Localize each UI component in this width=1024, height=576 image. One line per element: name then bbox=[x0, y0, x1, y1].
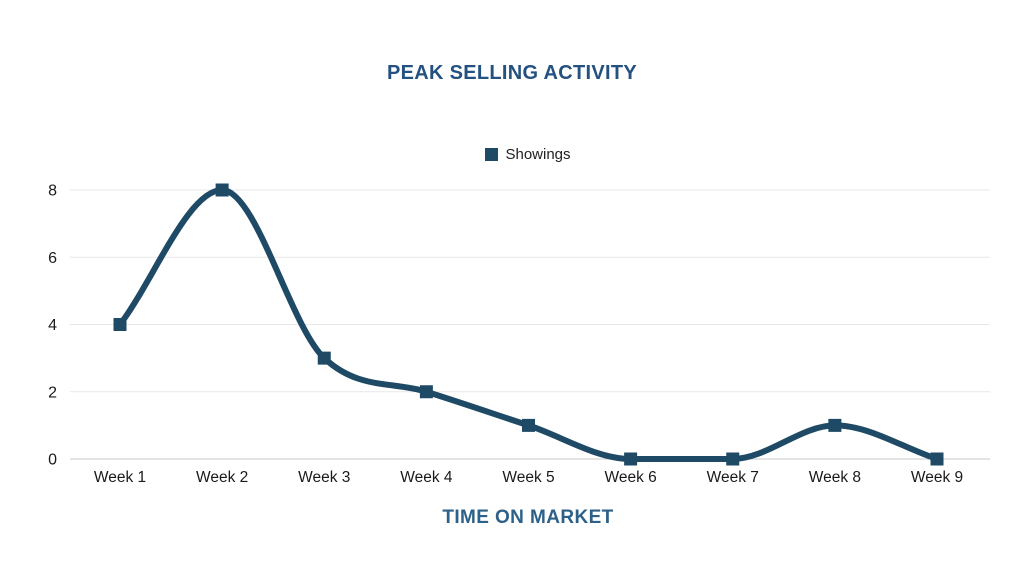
x-tick-label: Week 9 bbox=[911, 469, 963, 486]
y-tick-label: 2 bbox=[48, 384, 57, 401]
legend-swatch-icon bbox=[485, 148, 499, 161]
data-point-marker bbox=[828, 418, 842, 432]
x-tick-label: Week 2 bbox=[196, 469, 248, 486]
chart-title: PEAK SELLING ACTIVITY bbox=[386, 62, 638, 84]
series-line bbox=[117, 186, 940, 463]
legend: Showings bbox=[0, 146, 1024, 163]
y-tick-label: 0 bbox=[48, 452, 57, 469]
legend-label: Showings bbox=[505, 146, 571, 163]
x-tick-label: Week 5 bbox=[502, 469, 554, 486]
data-point-marker bbox=[215, 183, 229, 197]
x-tick-label: Week 3 bbox=[298, 469, 350, 486]
x-axis-title: TIME ON MARKET bbox=[442, 507, 614, 528]
data-point-marker bbox=[317, 351, 331, 365]
data-point-marker bbox=[930, 452, 944, 466]
x-tick-label: Week 8 bbox=[809, 469, 861, 486]
data-point-marker bbox=[624, 452, 638, 466]
data-point-marker bbox=[113, 318, 127, 331]
x-tick-label: Week 7 bbox=[707, 469, 759, 486]
data-point-marker bbox=[419, 385, 433, 399]
y-tick-label: 8 bbox=[48, 183, 57, 200]
y-tick-label: 4 bbox=[48, 317, 57, 334]
y-tick-label: 6 bbox=[48, 250, 57, 267]
x-tick-label: Week 6 bbox=[604, 469, 656, 486]
data-point-marker bbox=[522, 418, 535, 432]
x-tick-label: Week 4 bbox=[400, 469, 453, 486]
x-tick-label: Week 1 bbox=[94, 469, 146, 486]
data-point-marker bbox=[726, 452, 740, 466]
